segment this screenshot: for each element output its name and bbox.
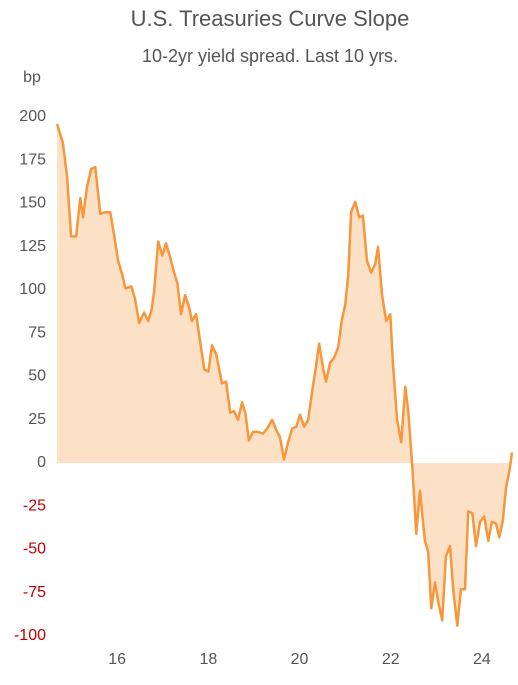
x-tick-label: 22 — [382, 651, 400, 668]
y-tick-label: 150 — [19, 195, 46, 212]
y-tick-label: -75 — [23, 584, 46, 601]
y-tick-label: 0 — [37, 454, 46, 471]
chart-subtitle: 10-2yr yield spread. Last 10 yrs. — [142, 46, 398, 66]
y-tick-label: 25 — [28, 411, 46, 428]
x-tick-label: 16 — [108, 651, 126, 668]
area — [57, 123, 512, 626]
y-tick-label: -25 — [23, 497, 46, 514]
y-tick-label: 100 — [19, 281, 46, 298]
y-tick-label: 50 — [28, 368, 46, 385]
y-tick-label: 175 — [19, 151, 46, 168]
y-tick-label: 200 — [19, 108, 46, 125]
y-tick-label: -50 — [23, 541, 46, 558]
y-tick-label: -100 — [14, 627, 46, 644]
x-tick-label: 18 — [199, 651, 217, 668]
line — [55, 123, 514, 627]
chart-title: U.S. Treasuries Curve Slope — [131, 6, 410, 31]
x-tick-label: 24 — [473, 651, 491, 668]
x-tick-label: 20 — [291, 651, 309, 668]
y-tick-label: 125 — [19, 238, 46, 255]
y-axis-label: bp — [23, 69, 41, 86]
y-tick-label: 75 — [28, 324, 46, 341]
